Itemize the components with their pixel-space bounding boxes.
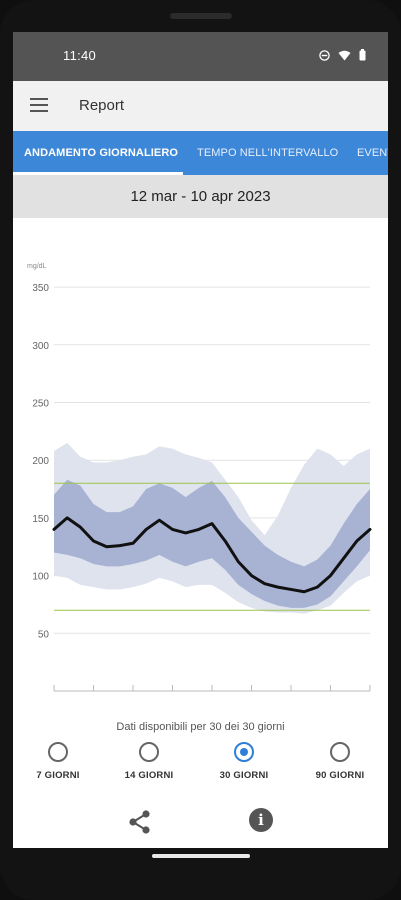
y-tick-label: 350 [32,283,49,294]
y-tick-label: 300 [32,341,49,352]
median-line [52,516,372,594]
status-time: 11:40 [63,48,97,63]
period-label: 7 GIORNI [36,770,80,781]
date-range: 12 mar - 10 apr 2023 [13,175,388,218]
radio-circle [330,742,350,762]
period-label: 14 GIORNI [124,770,174,781]
active-tab-indicator [13,172,183,175]
home-indicator[interactable] [152,854,250,858]
page-title: Report [79,97,125,114]
battery-icon [359,49,366,61]
screen: 11:40 Report ANDAMEN [13,32,388,848]
period-7-days-radio[interactable]: 7 GIORNI [13,740,103,785]
tab-daily-trend[interactable]: ANDAMENTO GIORNALIERO [24,147,179,159]
data-availability-text: Dati disponibili per 30 dei 30 giorni [116,721,285,733]
speaker-grille [170,13,232,19]
y-tick-label: 150 [32,514,49,525]
y-tick-label: 250 [32,398,49,409]
radio-circle [234,742,254,762]
period-90-days-radio[interactable]: 90 GIORNI [295,740,385,785]
period-14-days-radio[interactable]: 14 GIORNI [104,740,194,785]
period-label: 90 GIORNI [315,770,365,781]
report-tabs: ANDAMENTO GIORNALIERO TEMPO NELL'INTERVA… [13,131,388,175]
percentile-25-75-band [54,479,370,608]
period-selector: 7 GIORNI 14 GIORNI 30 GIORNI 90 GIORNI [13,740,388,785]
info-icon[interactable]: i [249,808,273,832]
tab-time-in-range[interactable]: TEMPO NELL'INTERVALLO [197,147,339,159]
radio-circle [48,742,68,762]
daily-trend-chart: mg/dL5010015020025030035012am3am6am9am12… [27,263,372,692]
do-not-disturb-icon [319,49,330,61]
y-unit-label: mg/dL [27,263,47,270]
y-tick-label: 100 [32,572,49,583]
period-30-days-radio[interactable]: 30 GIORNI [199,740,289,785]
share-icon[interactable] [126,808,154,836]
wifi-icon [338,50,351,60]
y-tick-label: 50 [38,629,50,640]
app-bar: Report [13,81,388,131]
radio-circle [139,742,159,762]
period-label: 30 GIORNI [219,770,269,781]
tab-events[interactable]: EVENTI [357,147,388,159]
status-icons [319,49,366,61]
status-bar: 11:40 [13,32,388,81]
y-tick-label: 200 [32,456,49,467]
hamburger-menu-icon[interactable] [30,98,48,112]
